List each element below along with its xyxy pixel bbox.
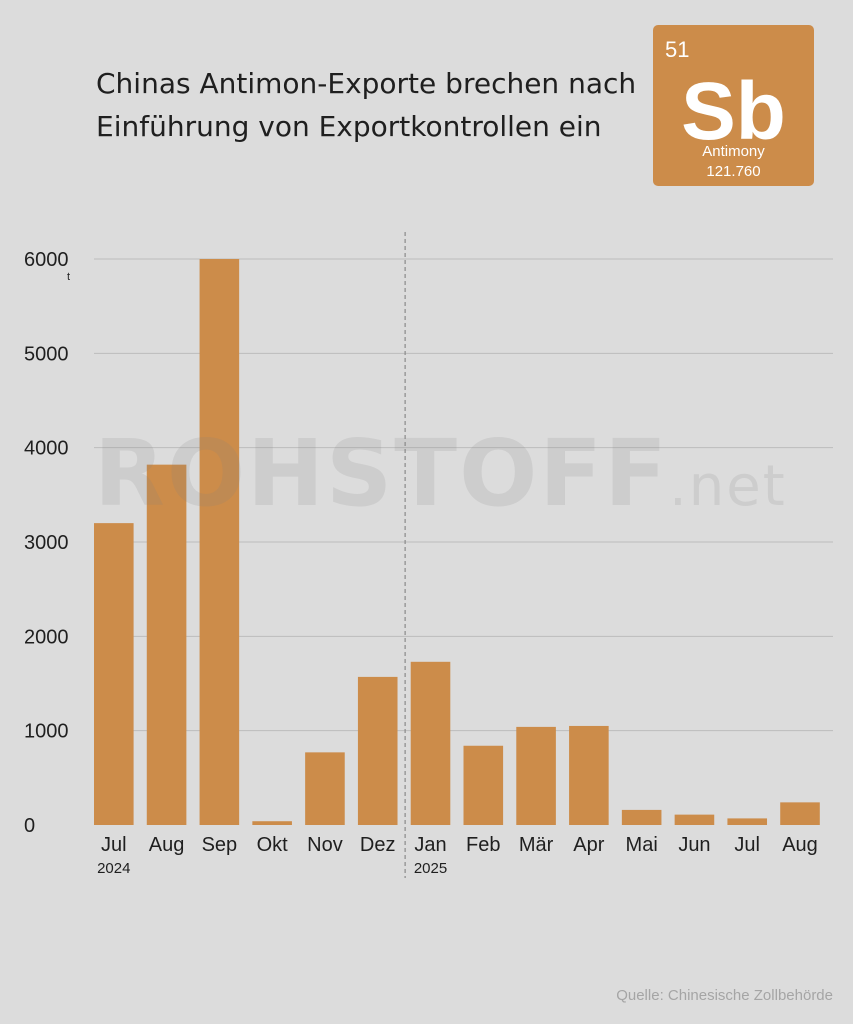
x-tick-label: Mär [519,834,554,856]
bar [94,523,134,825]
bar [199,259,240,825]
element-name: Antimony [702,143,765,160]
y-tick-label: 0 [24,815,35,837]
bar [252,821,292,825]
bar [621,809,662,825]
title-line-2: Einführung von Exportkontrollen ein [96,110,602,143]
x-tick-label: Okt [257,834,289,856]
bar [516,726,556,825]
bar [305,752,345,825]
year-label: 2024 [97,860,130,877]
x-tick-label: Jul [101,834,127,856]
bar [727,818,768,825]
y-unit-label: t [67,271,70,283]
x-tick-label: Mai [626,834,658,856]
x-tick-label: Jun [678,834,710,856]
y-tick-label: 4000 [24,438,69,460]
y-tick-label: 2000 [24,626,69,648]
source-note: Quelle: Chinesische Zollbehörde [616,987,833,1004]
x-tick-label: Aug [782,834,818,856]
x-tick-label: Jul [734,834,760,856]
y-tick-label: 6000 [24,249,69,271]
bar [146,464,187,825]
bar [463,745,504,825]
bar [357,676,398,825]
antimony-element-tile: 51 Sb Antimony 121.760 [653,25,814,186]
x-tick-label: Jan [414,834,446,856]
y-tick-label: 5000 [24,343,69,365]
y-tick-label: 1000 [24,721,69,743]
title-line-1: Chinas Antimon-Exporte brechen nach [96,67,637,100]
y-tick-label: 3000 [24,532,69,554]
year-label: 2025 [414,860,447,877]
element-atomic-number: 51 [665,37,690,62]
bar [569,725,609,825]
bar [674,814,715,825]
x-tick-label: Apr [573,834,604,856]
x-tick-label: Sep [202,834,238,856]
bar [410,661,451,825]
x-tick-label: Feb [466,834,500,856]
element-atomic-mass: 121.760 [706,163,761,180]
x-tick-label: Nov [307,834,343,856]
bar [780,802,820,825]
chart-title: Chinas Antimon-Exporte brechen nach Einf… [96,62,636,148]
element-symbol: Sb [681,66,786,157]
x-tick-label: Aug [149,834,185,856]
x-tick-label: Dez [360,834,396,856]
watermark: ROHSTOFF.net [94,420,787,527]
